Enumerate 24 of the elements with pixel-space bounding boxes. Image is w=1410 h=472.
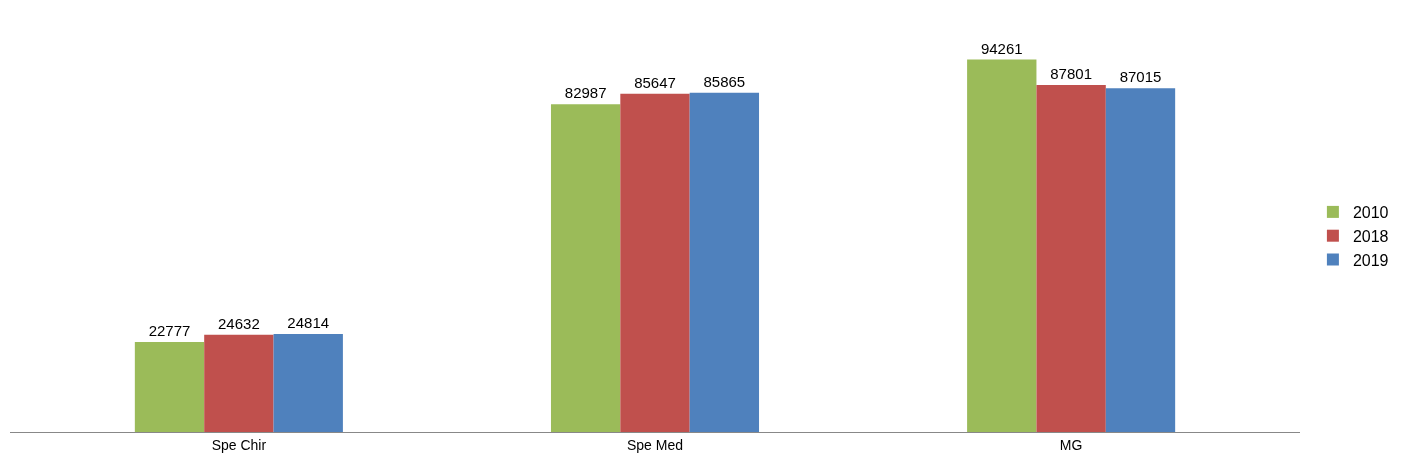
data-label: 24814: [287, 313, 330, 331]
bar: [967, 59, 1037, 432]
data-label: 87015: [1119, 68, 1162, 86]
legend-label: 2010: [1352, 204, 1389, 222]
data-label: 87801: [1050, 65, 1092, 83]
bar: [273, 333, 343, 432]
data-label: 24632: [218, 314, 260, 332]
bar: [1105, 88, 1176, 432]
bar: [204, 334, 274, 432]
data-label: 85647: [634, 73, 676, 91]
bar: [550, 104, 621, 432]
bar: [620, 93, 690, 432]
data-label: 94261: [980, 39, 1023, 57]
legend-label: 2018: [1352, 227, 1389, 245]
bar: [689, 92, 760, 432]
x-tick-label: MG: [1059, 436, 1083, 453]
bar: [134, 342, 205, 432]
x-tick-label: Spe Med: [626, 436, 684, 453]
legend-label: 2019: [1352, 251, 1389, 269]
x-tick-label: Spe Chir: [211, 436, 267, 453]
data-label: 85865: [703, 72, 746, 90]
data-label: 22777: [148, 322, 191, 340]
bar: [1036, 85, 1106, 432]
data-label: 82987: [564, 84, 607, 102]
